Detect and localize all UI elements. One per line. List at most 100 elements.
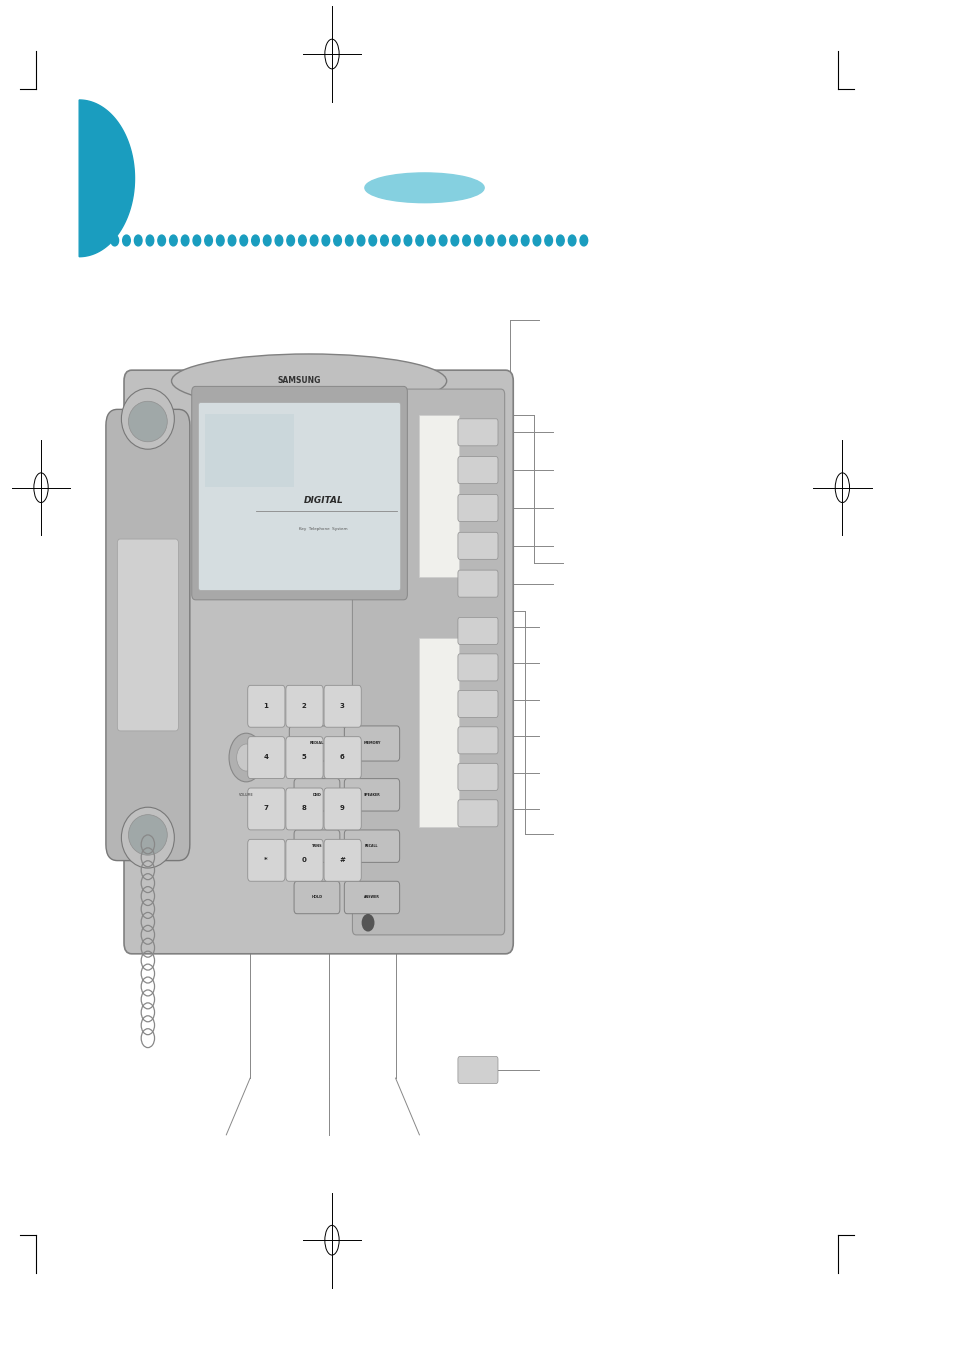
Text: VOLUME: VOLUME [238,793,253,797]
Circle shape [298,235,306,246]
Text: 7: 7 [263,805,268,812]
FancyBboxPatch shape [289,725,344,761]
Text: 0: 0 [301,857,306,863]
Circle shape [544,235,552,246]
Text: TRNS: TRNS [312,844,322,848]
Ellipse shape [364,173,483,203]
FancyBboxPatch shape [457,532,497,559]
FancyBboxPatch shape [286,839,323,881]
Circle shape [170,235,177,246]
FancyBboxPatch shape [294,830,339,862]
Circle shape [369,235,376,246]
Circle shape [509,235,517,246]
Text: *: * [264,857,268,863]
Text: #: # [339,857,345,863]
Circle shape [240,235,248,246]
Circle shape [462,235,470,246]
Circle shape [274,235,282,246]
FancyBboxPatch shape [418,638,458,827]
FancyBboxPatch shape [286,685,323,727]
FancyBboxPatch shape [324,839,361,881]
FancyBboxPatch shape [324,736,361,778]
Text: DND: DND [313,793,321,797]
Text: MEMORY: MEMORY [363,742,380,746]
Circle shape [533,235,540,246]
FancyBboxPatch shape [344,881,399,913]
Circle shape [216,235,224,246]
Circle shape [521,235,529,246]
Text: DIGITAL: DIGITAL [303,496,343,505]
Text: 6: 6 [339,754,344,761]
Circle shape [362,915,374,931]
Circle shape [427,235,435,246]
Ellipse shape [121,389,174,450]
Text: 3: 3 [339,703,344,709]
Circle shape [486,235,494,246]
Circle shape [287,235,294,246]
Circle shape [451,235,458,246]
FancyBboxPatch shape [418,415,458,577]
Circle shape [236,744,255,771]
Text: 1: 1 [263,703,268,709]
FancyBboxPatch shape [352,389,504,935]
Circle shape [474,235,481,246]
FancyBboxPatch shape [248,839,285,881]
Circle shape [416,235,423,246]
Circle shape [579,235,587,246]
Text: 9: 9 [339,805,344,812]
FancyBboxPatch shape [457,727,497,754]
FancyBboxPatch shape [286,736,323,778]
Text: 5: 5 [301,754,306,761]
Circle shape [111,235,118,246]
FancyBboxPatch shape [457,457,497,484]
Circle shape [99,235,107,246]
Circle shape [380,235,388,246]
FancyBboxPatch shape [198,403,400,590]
Text: RECALL: RECALL [365,844,378,848]
Text: HOLD: HOLD [311,896,322,900]
Text: ANSWER: ANSWER [364,896,379,900]
Circle shape [193,235,200,246]
FancyBboxPatch shape [294,778,339,811]
FancyBboxPatch shape [457,570,497,597]
Text: REDIAL: REDIAL [310,742,324,746]
FancyBboxPatch shape [124,370,513,954]
FancyBboxPatch shape [457,419,497,446]
Polygon shape [79,100,134,257]
Circle shape [438,235,446,246]
Circle shape [157,235,165,246]
Circle shape [181,235,189,246]
Circle shape [205,235,213,246]
Text: SAMSUNG: SAMSUNG [277,376,321,385]
FancyBboxPatch shape [248,685,285,727]
Text: Key  Telephone  System: Key Telephone System [298,527,347,531]
Circle shape [356,235,364,246]
Circle shape [229,734,263,782]
FancyBboxPatch shape [457,763,497,790]
FancyBboxPatch shape [248,788,285,830]
FancyBboxPatch shape [344,830,399,862]
Text: SPEAKER: SPEAKER [363,793,380,797]
Circle shape [123,235,131,246]
Text: 4: 4 [263,754,268,761]
Circle shape [497,235,505,246]
Circle shape [310,235,317,246]
FancyBboxPatch shape [106,409,190,861]
Circle shape [263,235,271,246]
Text: 2: 2 [301,703,306,709]
FancyBboxPatch shape [117,539,178,731]
Circle shape [322,235,330,246]
FancyBboxPatch shape [294,881,339,913]
FancyBboxPatch shape [192,386,407,600]
FancyBboxPatch shape [457,690,497,717]
FancyBboxPatch shape [248,736,285,778]
Circle shape [252,235,259,246]
FancyBboxPatch shape [457,494,497,521]
FancyBboxPatch shape [344,725,399,761]
Circle shape [228,235,235,246]
FancyBboxPatch shape [344,778,399,811]
FancyBboxPatch shape [324,685,361,727]
Text: 8: 8 [301,805,306,812]
FancyBboxPatch shape [457,1056,497,1084]
Circle shape [345,235,353,246]
